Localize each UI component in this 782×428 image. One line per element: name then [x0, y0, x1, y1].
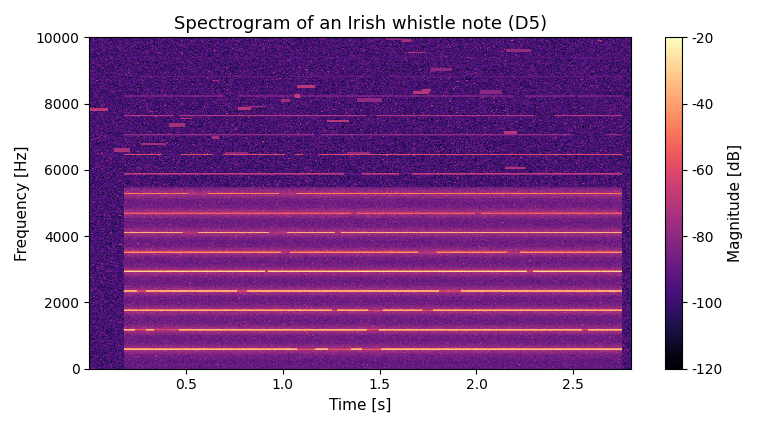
Y-axis label: Magnitude [dB]: Magnitude [dB]: [728, 144, 744, 262]
X-axis label: Time [s]: Time [s]: [329, 398, 392, 413]
Title: Spectrogram of an Irish whistle note (D5): Spectrogram of an Irish whistle note (D5…: [174, 15, 547, 33]
Y-axis label: Frequency [Hz]: Frequency [Hz]: [15, 145, 30, 261]
